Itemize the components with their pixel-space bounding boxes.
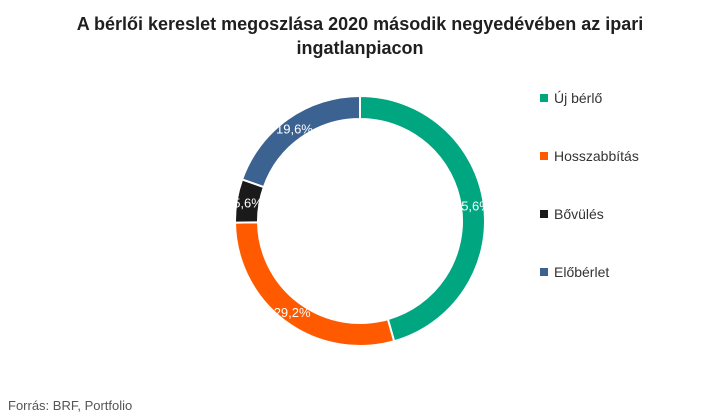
- slice-value-label: 45,6%: [454, 198, 491, 213]
- legend-item-uj-berlo: Új bérlő: [540, 88, 639, 108]
- legend-item-bovules: Bővülés: [540, 204, 639, 224]
- legend: Új bérlő Hosszabbítás Bővülés Előbérlet: [540, 88, 639, 320]
- legend-item-hosszabbitas: Hosszabbítás: [540, 146, 639, 166]
- legend-label: Bővülés: [554, 206, 604, 222]
- legend-item-eloberlet: Előbérlet: [540, 262, 639, 282]
- legend-label: Hosszabbítás: [554, 148, 639, 164]
- source-note: Forrás: BRF, Portfolio: [8, 398, 133, 413]
- legend-swatch: [540, 94, 548, 102]
- legend-label: Új bérlő: [554, 90, 603, 106]
- donut-slice-1: [233, 221, 396, 347]
- donut-slice-3: [240, 94, 361, 189]
- legend-swatch: [540, 152, 548, 160]
- slice-value-label: 29,2%: [274, 305, 311, 320]
- legend-swatch: [540, 268, 548, 276]
- legend-swatch: [540, 210, 548, 218]
- chart-title: A bérlői kereslet megoszlása 2020 másodi…: [76, 14, 644, 58]
- slice-value-label: 5,6%: [233, 196, 263, 211]
- donut-slice-0: [359, 94, 486, 343]
- legend-label: Előbérlet: [554, 264, 610, 280]
- slice-value-label: 19,6%: [276, 121, 313, 136]
